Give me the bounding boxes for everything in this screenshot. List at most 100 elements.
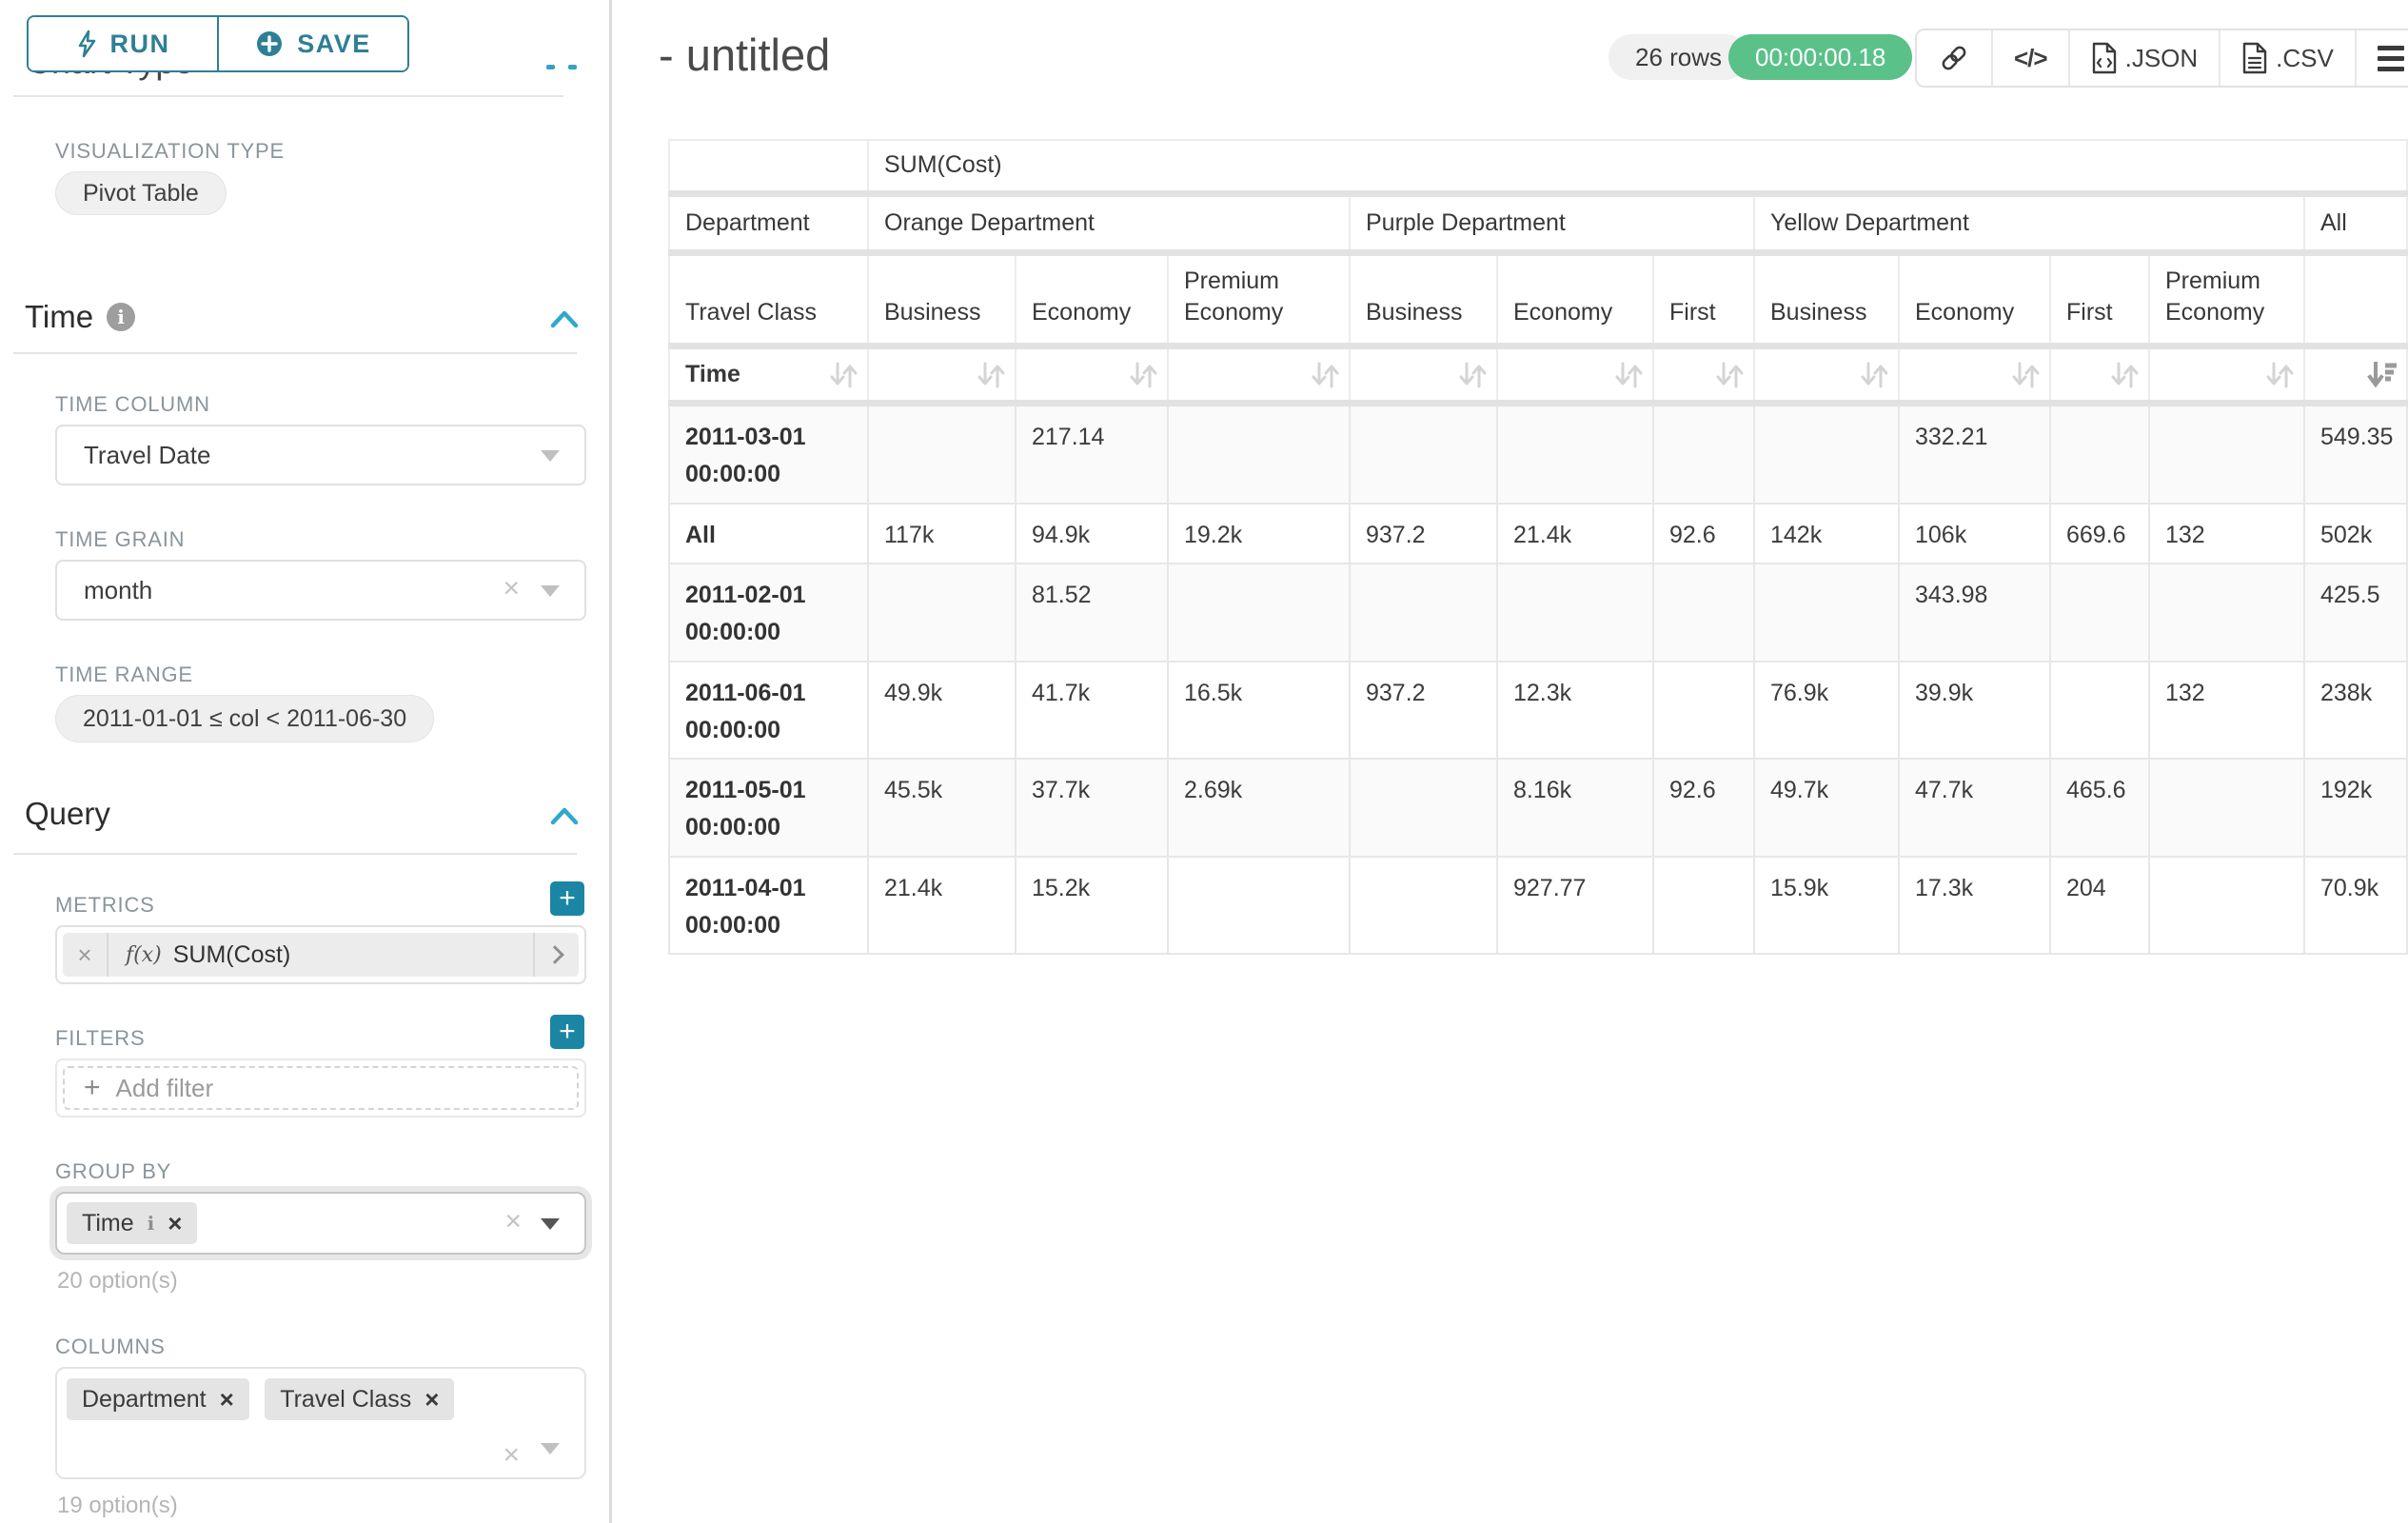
menu-icon [2377, 45, 2404, 71]
time-column-select[interactable]: Travel Date [55, 425, 586, 485]
file-csv-icon [2242, 42, 2267, 74]
columns-chip-department[interactable]: Department × [67, 1378, 249, 1420]
close-icon[interactable]: × [168, 1208, 183, 1237]
sort-icon[interactable] [1713, 359, 1746, 391]
pivot-cell: 41.7k [1015, 660, 1169, 761]
pivot-cell [2049, 402, 2150, 504]
save-button[interactable]: SAVE [217, 17, 407, 70]
columns-select[interactable]: Department × Travel Class × × [55, 1367, 586, 1479]
export-json-button[interactable]: .JSON [2067, 30, 2220, 86]
columns-options-count: 19 option(s) [57, 1493, 178, 1518]
query-timer-badge: 00:00:00.18 [1728, 34, 1913, 80]
viz-type-pill[interactable]: Pivot Table [55, 171, 227, 215]
clear-icon[interactable]: × [503, 572, 520, 604]
pivot-cell [1167, 563, 1351, 663]
time-range-label: TIME RANGE [55, 663, 193, 686]
collapse-time-chevron-up-icon[interactable] [550, 308, 579, 329]
pivot-cell: 669.6 [2049, 502, 2150, 565]
pivot-cell: 238k [2303, 660, 2408, 761]
sort-icon[interactable] [2263, 359, 2296, 391]
metric-chip[interactable]: × f(x) SUM(Cost) [63, 933, 579, 977]
class-header: Business [1753, 251, 1900, 349]
pivot-cell [1652, 402, 1755, 504]
share-link-button[interactable] [1917, 30, 1991, 86]
sortable-column[interactable] [1898, 345, 2051, 406]
columns-chip-travel-class[interactable]: Travel Class × [265, 1378, 455, 1420]
row-header: 2011-06-01 00:00:00 [668, 660, 869, 761]
pivot-table: SUM(Cost) Department Orange Department P… [668, 139, 2408, 956]
pivot-cell: 19.2k [1167, 502, 1351, 565]
class-header-empty [2303, 251, 2408, 349]
class-header: Business [867, 251, 1016, 349]
sort-icon[interactable] [2009, 359, 2042, 391]
pivot-cell [867, 563, 1016, 663]
close-icon[interactable]: × [424, 1384, 440, 1414]
caret-down-icon [541, 1218, 560, 1230]
pivot-cell: 15.2k [1015, 855, 1169, 956]
export-csv-button[interactable]: .CSV [2219, 30, 2355, 86]
sort-icon[interactable] [1612, 359, 1645, 391]
pivot-cell: 2.69k [1167, 758, 1351, 858]
group-by-select[interactable]: Time i × × [55, 1192, 586, 1255]
sort-header-row: Time [668, 345, 2408, 406]
sort-icon[interactable] [1858, 359, 1890, 391]
panel-scroll-dots [546, 65, 577, 69]
class-header: Economy [1898, 251, 2051, 349]
sortable-column[interactable] [2049, 345, 2150, 406]
collapse-query-chevron-up-icon[interactable] [550, 805, 579, 826]
sortable-column[interactable] [1652, 345, 1755, 406]
metric-body[interactable]: f(x) SUM(Cost) [109, 933, 533, 977]
chart-title[interactable]: - untitled [659, 30, 831, 80]
group-by-chip-time[interactable]: Time i × [67, 1202, 198, 1244]
sortable-column[interactable] [2148, 345, 2305, 406]
group-by-options-count: 20 option(s) [57, 1268, 178, 1294]
sort-icon[interactable] [1309, 359, 1341, 391]
add-metric-button[interactable]: + [550, 881, 584, 916]
sort-icon[interactable] [975, 359, 1007, 391]
time-range-pill[interactable]: 2011-01-01 ≤ col < 2011-06-30 [55, 695, 435, 742]
remove-metric-icon[interactable]: × [63, 933, 109, 977]
run-button[interactable]: RUN [29, 17, 217, 70]
sortable-column[interactable] [1349, 345, 1498, 406]
pivot-cell: 92.6 [1652, 758, 1755, 858]
sortable-column[interactable] [867, 345, 1016, 406]
class-header: Premium Economy [2148, 251, 2305, 349]
time-grain-value: month [84, 575, 153, 604]
sort-descending-icon[interactable] [2366, 359, 2398, 391]
view-query-button[interactable]: </> [1991, 30, 2068, 86]
chevron-right-icon [545, 945, 564, 964]
sortable-column[interactable] [1496, 345, 1654, 406]
time-grain-select[interactable]: month × [55, 560, 586, 621]
info-icon: i [107, 303, 136, 331]
more-options-button[interactable] [2354, 30, 2408, 86]
pivot-cell: 16.5k [1167, 660, 1351, 761]
info-icon: i [147, 1212, 155, 1235]
export-json-label: .JSON [2124, 43, 2199, 72]
clear-icon[interactable]: × [503, 1439, 520, 1471]
sort-icon[interactable] [827, 359, 859, 391]
caret-down-icon [541, 585, 560, 597]
sort-icon[interactable] [1456, 359, 1489, 391]
pivot-cell: 8.16k [1496, 758, 1654, 858]
sortable-column[interactable] [1753, 345, 1900, 406]
pivot-cell: 37.7k [1015, 758, 1169, 858]
add-filter-button[interactable]: + Add filter [63, 1066, 579, 1110]
add-filter-plus-button[interactable]: + [550, 1015, 584, 1049]
sortable-column-all[interactable] [2303, 345, 2408, 406]
group-by-label: GROUP BY [55, 1159, 172, 1183]
pivot-cell: 21.4k [1496, 502, 1654, 565]
pivot-cell: 12.3k [1496, 660, 1654, 761]
sortable-column[interactable] [1015, 345, 1169, 406]
close-icon[interactable]: × [219, 1384, 234, 1414]
pivot-cell: 47.7k [1898, 758, 2051, 858]
sortable-column[interactable] [1167, 345, 1351, 406]
class-header: First [1652, 251, 1755, 349]
expand-metric-button[interactable] [533, 933, 579, 977]
clear-icon[interactable]: × [504, 1205, 522, 1237]
sort-icon[interactable] [2108, 359, 2141, 391]
time-section-header: Time i [25, 299, 136, 335]
metrics-control: × f(x) SUM(Cost) [55, 925, 586, 984]
sort-icon[interactable] [1127, 359, 1159, 391]
pivot-cell: 549.35 [2303, 402, 2408, 504]
group-header-purple: Purple Department [1349, 192, 1755, 256]
